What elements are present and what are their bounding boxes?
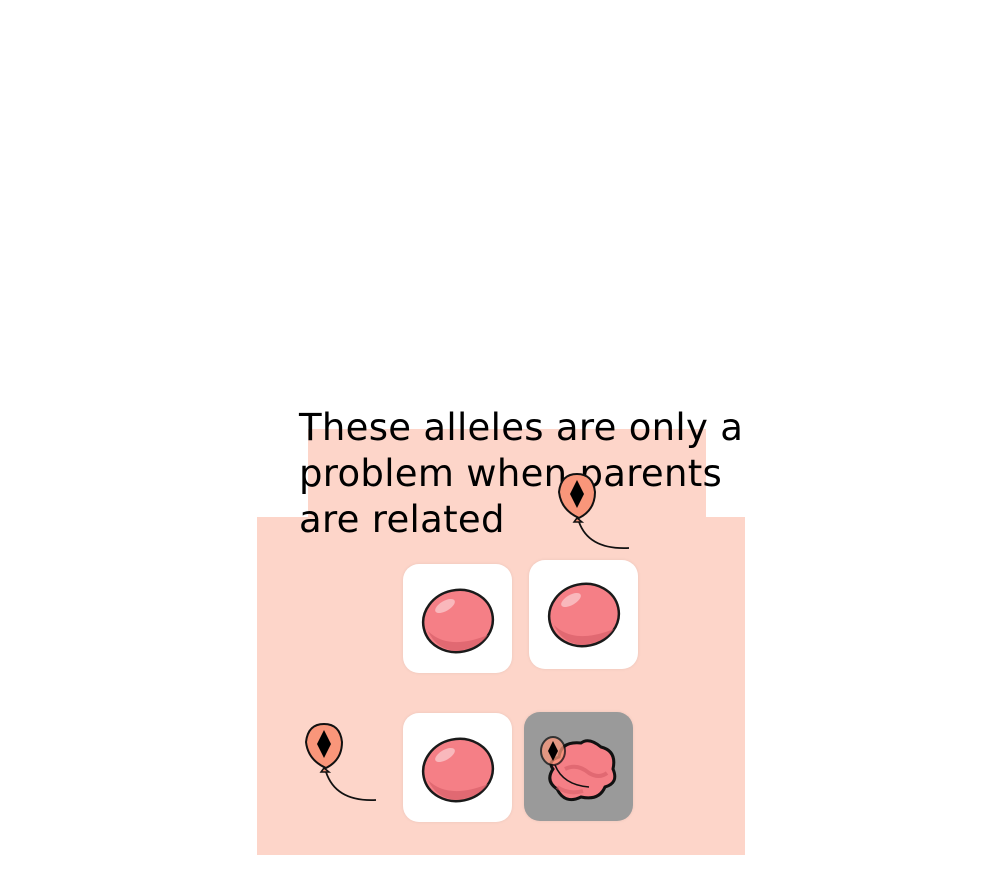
- pink-balloon-icon: [547, 582, 620, 647]
- pink-balloon-icon: [421, 737, 494, 802]
- popped-balloon-icon: [539, 735, 616, 801]
- panel-top: [308, 429, 706, 521]
- floating-balloon-1[interactable]: [553, 470, 633, 556]
- pink-balloon-icon: [421, 588, 494, 653]
- balloon-tile-3[interactable]: [403, 713, 512, 822]
- caption-text: These alleles are only a problem when pa…: [299, 406, 744, 541]
- balloon-tile-2[interactable]: [529, 560, 638, 669]
- floating-balloon-2[interactable]: [300, 720, 380, 808]
- popped-balloon-tile[interactable]: [524, 712, 633, 821]
- balloon-tile-1[interactable]: [403, 564, 512, 673]
- floating-balloon-icon: [304, 722, 377, 801]
- floating-balloon-icon: [557, 472, 630, 549]
